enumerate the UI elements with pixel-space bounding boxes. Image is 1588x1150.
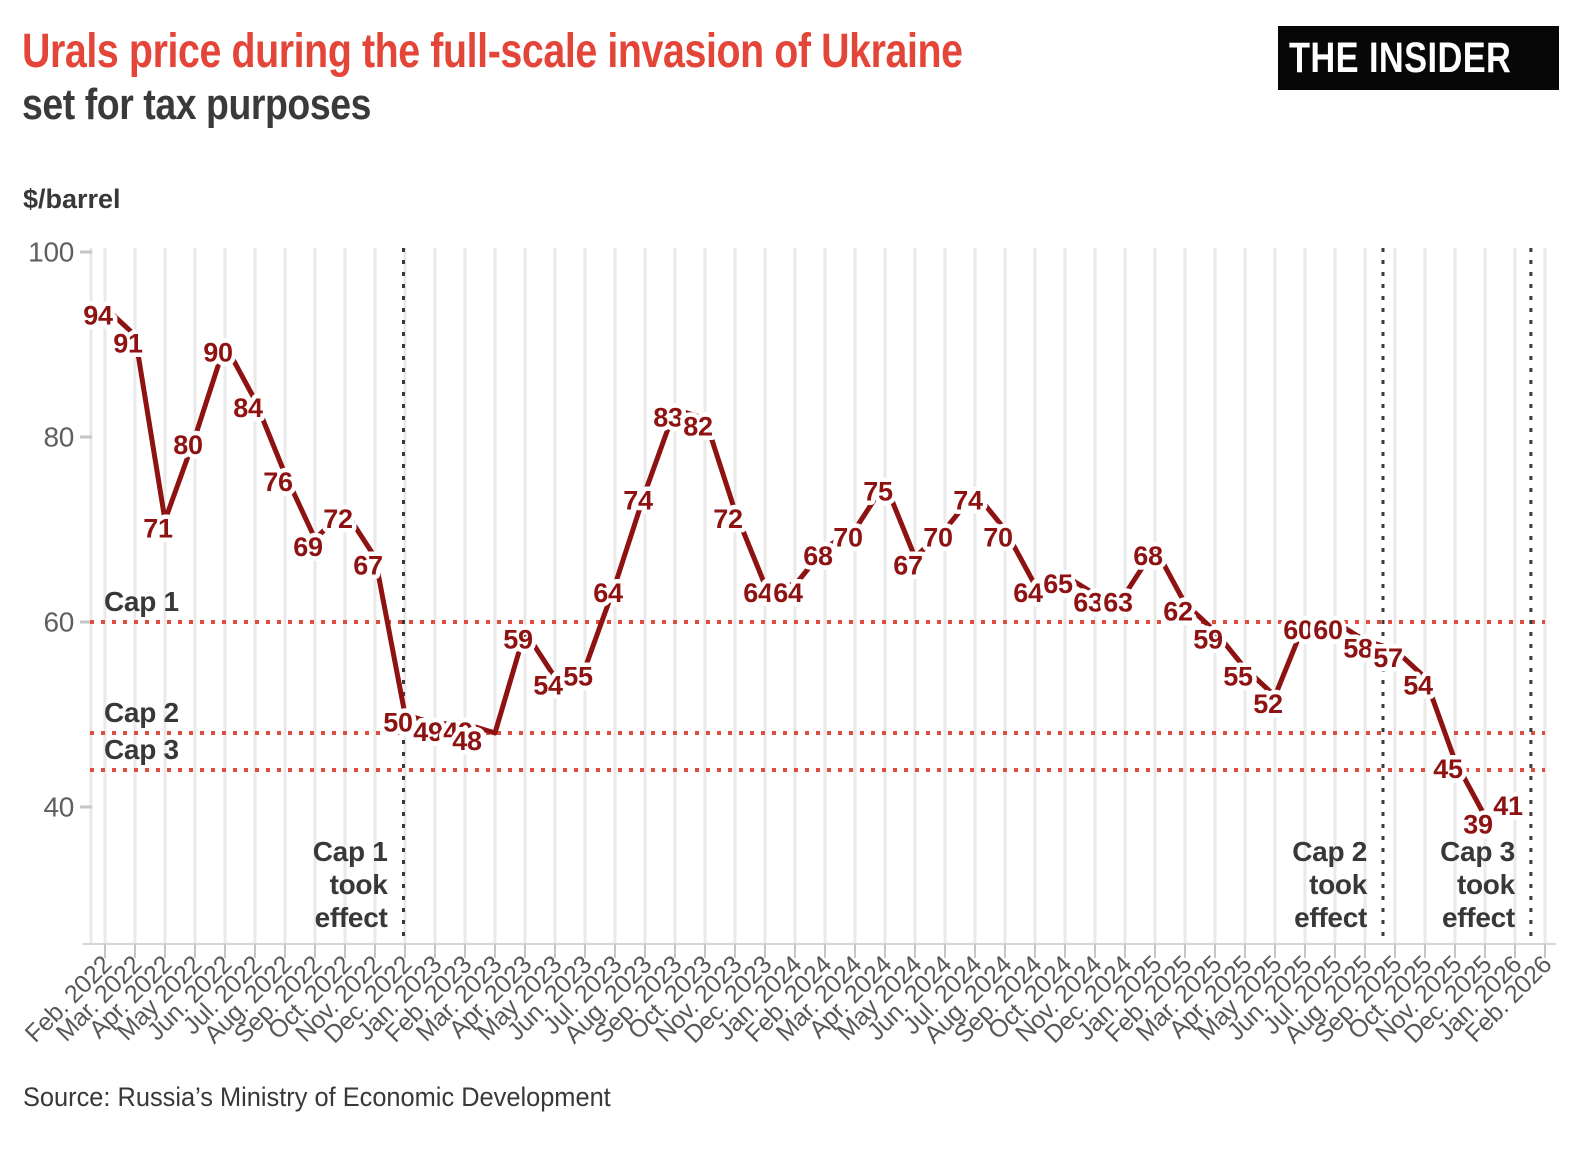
cap-effect-label: effect bbox=[1442, 902, 1515, 933]
data-label: 49 bbox=[413, 717, 443, 747]
cap-effect-label: effect bbox=[1294, 902, 1367, 933]
data-label: 54 bbox=[533, 671, 563, 701]
data-label: 91 bbox=[113, 328, 143, 358]
data-label: 72 bbox=[323, 504, 352, 534]
cap-effect-label: effect bbox=[315, 902, 388, 933]
data-label: 58 bbox=[1343, 634, 1373, 664]
data-label: 75 bbox=[863, 476, 893, 506]
source-note: Source: Russia’s Ministry of Economic De… bbox=[23, 1082, 611, 1112]
data-label: 94 bbox=[83, 301, 113, 331]
data-label: 74 bbox=[623, 486, 653, 516]
data-label: 63 bbox=[1103, 587, 1133, 617]
chart-subtitle: set for tax purposes bbox=[22, 80, 371, 129]
y-tick-label: 80 bbox=[43, 422, 74, 453]
data-label: 83 bbox=[653, 402, 683, 432]
data-label: 71 bbox=[143, 513, 173, 543]
chart-title: Urals price during the full-scale invasi… bbox=[22, 25, 963, 78]
price-line bbox=[102, 305, 1518, 819]
data-label: 65 bbox=[1043, 569, 1073, 599]
data-label: 67 bbox=[353, 550, 382, 580]
cap-effect-label: took bbox=[1309, 869, 1368, 900]
y-axis-unit-label: $/barrel bbox=[23, 184, 121, 214]
cap-effect-label: took bbox=[330, 869, 389, 900]
data-label: 57 bbox=[1373, 643, 1402, 673]
cap-price-line-label: Cap 3 bbox=[104, 734, 179, 765]
data-label: 82 bbox=[683, 412, 712, 442]
y-tick-label: 60 bbox=[43, 607, 74, 638]
cap-price-line-label: Cap 1 bbox=[104, 586, 179, 617]
data-label: 39 bbox=[1463, 809, 1493, 839]
logo-cursor-icon bbox=[1566, 39, 1571, 77]
logo-text: THE INSIDER bbox=[1289, 33, 1512, 82]
cap-effect-label: Cap 3 bbox=[1440, 836, 1515, 867]
data-label: 72 bbox=[713, 504, 742, 534]
y-tick-label: 100 bbox=[28, 237, 74, 268]
the-insider-logo: THE INSIDER bbox=[1278, 26, 1571, 90]
cap-price-line-label: Cap 2 bbox=[104, 697, 179, 728]
data-label: 52 bbox=[1253, 689, 1282, 719]
data-label: 76 bbox=[263, 467, 293, 497]
data-label: 64 bbox=[743, 578, 773, 608]
data-label: 67 bbox=[893, 550, 922, 580]
data-label: 55 bbox=[563, 661, 593, 691]
data-label: 74 bbox=[953, 486, 983, 516]
data-label: 63 bbox=[1073, 587, 1103, 617]
data-label: 69 bbox=[293, 532, 323, 562]
data-label: 48 bbox=[452, 726, 482, 756]
data-label: 55 bbox=[1223, 661, 1253, 691]
data-label: 59 bbox=[503, 624, 533, 654]
cap-effect-label: Cap 1 bbox=[313, 836, 388, 867]
data-label: 84 bbox=[233, 393, 263, 423]
data-label: 50 bbox=[383, 708, 412, 738]
data-label: 59 bbox=[1193, 624, 1223, 654]
data-label: 64 bbox=[593, 578, 623, 608]
data-label: 62 bbox=[1163, 597, 1192, 627]
y-tick-label: 40 bbox=[43, 792, 74, 823]
data-label: 68 bbox=[803, 541, 833, 571]
data-label: 68 bbox=[1133, 541, 1163, 571]
data-label: 70 bbox=[833, 523, 862, 553]
data-label: 60 bbox=[1283, 615, 1312, 645]
data-label: 64 bbox=[1013, 578, 1043, 608]
data-label: 70 bbox=[983, 523, 1012, 553]
data-label: 54 bbox=[1403, 671, 1433, 701]
cap-effect-label: Cap 2 bbox=[1292, 836, 1367, 867]
data-label: 41 bbox=[1493, 791, 1523, 821]
data-label: 64 bbox=[773, 578, 803, 608]
data-label: 70 bbox=[923, 523, 952, 553]
cap-effect-label: took bbox=[1457, 869, 1516, 900]
data-label: 49 bbox=[443, 717, 473, 747]
data-label: 80 bbox=[173, 430, 202, 460]
data-label: 60 bbox=[1313, 615, 1342, 645]
data-label: 90 bbox=[203, 338, 232, 368]
data-label: 45 bbox=[1433, 754, 1463, 784]
